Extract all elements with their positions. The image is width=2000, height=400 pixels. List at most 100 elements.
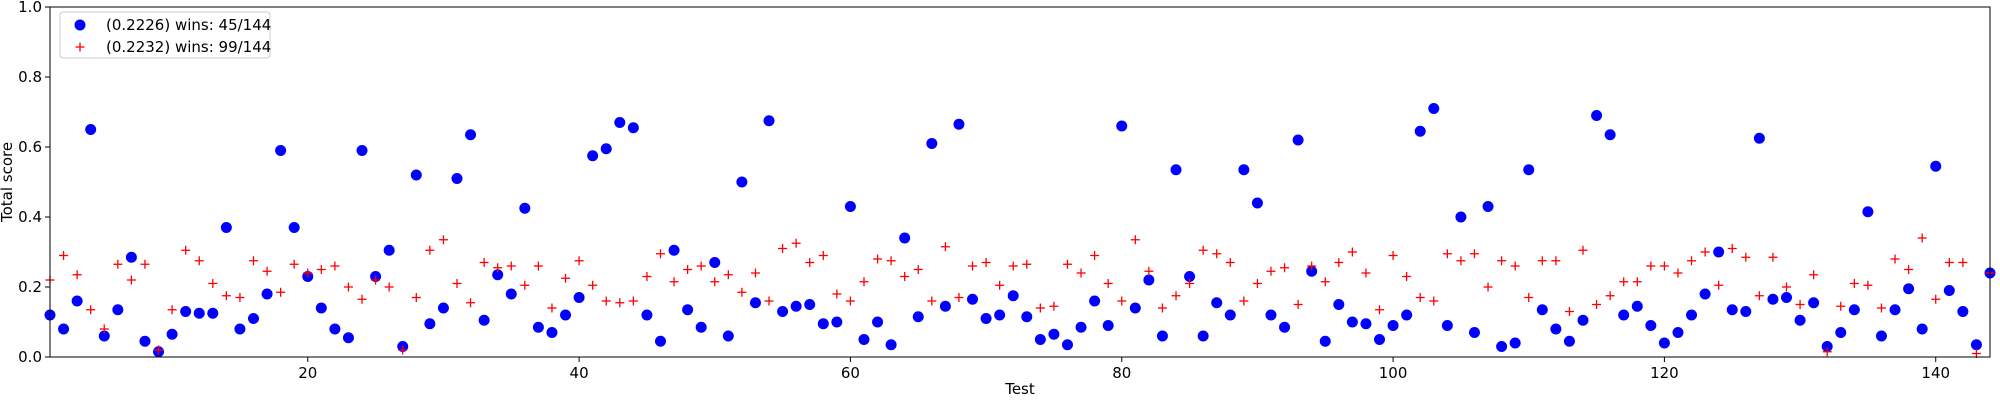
x-tick-label: 20 [298, 364, 317, 382]
data-point-plus [859, 277, 869, 287]
data-point-circle [1414, 125, 1426, 137]
data-point-circle [356, 145, 368, 156]
data-point-circle [1672, 327, 1684, 338]
data-point-plus [1551, 256, 1561, 266]
data-point-plus [1185, 279, 1195, 288]
data-point-circle [1903, 283, 1915, 295]
data-point-circle [1875, 330, 1887, 342]
y-tick-label: 1.0 [18, 0, 42, 16]
data-point-plus [1564, 307, 1574, 316]
data-point-circle [1007, 290, 1019, 302]
data-point-circle [1563, 335, 1575, 347]
data-point-circle [1333, 299, 1345, 310]
data-point-circle [749, 297, 761, 309]
data-point-circle [1346, 316, 1358, 328]
data-point-circle [1916, 323, 1928, 335]
data-point-plus [574, 256, 584, 266]
data-point-circle [844, 201, 856, 212]
data-point-circle [1102, 320, 1114, 331]
data-point-plus [1917, 233, 1927, 243]
data-point-plus [723, 270, 733, 280]
data-point-circle [180, 306, 192, 317]
data-point-circle [1156, 330, 1168, 342]
data-point-circle [1658, 337, 1670, 349]
data-point-plus [696, 261, 706, 271]
data-point-plus [1876, 303, 1886, 313]
data-point-circle [627, 122, 639, 134]
data-point-plus [1103, 279, 1113, 288]
data-point-circle [1496, 341, 1508, 352]
data-point-plus [357, 294, 367, 304]
data-point-circle [247, 313, 259, 324]
data-point-circle [912, 311, 924, 323]
data-point-plus [1388, 251, 1398, 260]
data-point-plus [1944, 258, 1954, 267]
y-axis-ticks: 0.0 0.2 0.4 0.6 0.8 1.0 [18, 0, 50, 366]
data-point-circle [437, 302, 449, 314]
y-axis-label: Total score [0, 142, 16, 223]
data-point-circle [234, 323, 246, 335]
data-point-circle [1686, 309, 1698, 321]
data-point-plus [72, 270, 82, 280]
data-point-plus [452, 279, 462, 288]
data-point-plus [1714, 280, 1724, 290]
data-point-plus [398, 345, 408, 355]
axes-frame [49, 6, 1991, 358]
data-point-plus [683, 265, 693, 274]
data-point-circle [1211, 297, 1223, 309]
data-point-circle [885, 339, 897, 351]
data-point-plus [371, 275, 381, 285]
x-tick-label: 120 [1650, 364, 1679, 382]
data-point-plus [1076, 268, 1086, 278]
data-point-circle [1930, 160, 1942, 172]
data-point-plus [737, 287, 747, 297]
data-point-circle [275, 145, 287, 156]
data-point-plus [669, 277, 679, 287]
data-point-plus [655, 249, 665, 259]
data-point-circle [112, 304, 124, 316]
data-point-plus [1361, 268, 1371, 278]
data-point-circle [682, 304, 694, 316]
data-point-circle [1835, 327, 1847, 338]
x-tick-label: 40 [570, 364, 589, 382]
data-point-plus [154, 345, 164, 355]
data-point-plus [791, 238, 801, 248]
series-1 [44, 103, 1996, 358]
data-point-circle [1713, 246, 1725, 258]
x-tick-label: 80 [1112, 364, 1131, 382]
data-point-plus [113, 259, 123, 269]
data-point-plus [1022, 259, 1032, 269]
data-point-plus [940, 242, 950, 252]
data-point-circle [573, 292, 585, 303]
data-point-plus [1225, 258, 1235, 267]
data-point-plus [1035, 303, 1045, 313]
data-point-circle [1387, 320, 1399, 331]
data-point-circle [709, 257, 721, 268]
data-point-circle [546, 327, 558, 338]
data-point-circle [1089, 295, 1101, 307]
data-point-circle [1238, 164, 1250, 176]
y-tick-label: 0.4 [18, 208, 42, 226]
data-point-plus [248, 256, 258, 266]
data-point-circle [763, 115, 775, 127]
data-point-circle [1536, 304, 1548, 316]
series-2 [45, 233, 1995, 358]
data-point-circle [1577, 314, 1589, 326]
data-point-plus [533, 261, 543, 271]
data-point-circle [1061, 339, 1073, 351]
data-point-plus [1687, 256, 1697, 266]
data-point-plus [913, 265, 923, 274]
data-point-plus [818, 251, 828, 260]
data-point-plus [438, 235, 448, 245]
data-point-circle [1794, 314, 1806, 326]
data-point-plus [235, 293, 245, 302]
data-point-plus [1198, 245, 1208, 255]
data-point-circle [410, 169, 422, 181]
data-point-plus [1144, 266, 1154, 276]
data-point-circle [1808, 297, 1820, 309]
legend-label: (0.2232) wins: 99/144 [106, 38, 271, 56]
data-point-plus [1090, 251, 1100, 260]
data-point-plus [343, 282, 353, 292]
data-point-plus [425, 245, 435, 255]
data-point-plus [479, 258, 489, 267]
